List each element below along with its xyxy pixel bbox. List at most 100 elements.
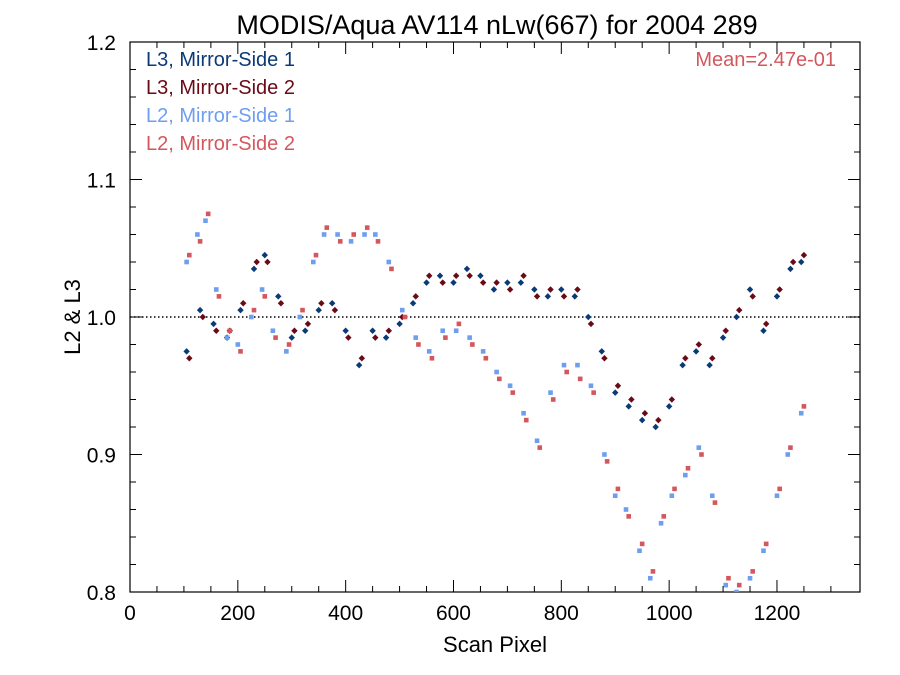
data-point — [746, 286, 754, 293]
data-point — [614, 382, 622, 389]
data-point — [682, 355, 689, 362]
data-point — [335, 232, 340, 237]
data-point — [749, 293, 756, 300]
data-point — [456, 321, 462, 327]
data-point — [506, 286, 514, 293]
data-point — [373, 232, 378, 237]
data-point — [443, 335, 448, 340]
data-point — [521, 410, 526, 416]
x-tick-label: 600 — [436, 602, 471, 625]
data-point — [695, 341, 702, 348]
data-point — [615, 486, 621, 492]
data-point — [300, 307, 305, 313]
data-point — [331, 306, 339, 314]
mean-annotation: Mean=2.47e-01 — [695, 49, 836, 71]
data-point — [224, 335, 230, 340]
data-point — [612, 389, 619, 396]
data-point — [722, 327, 729, 334]
data-point — [262, 294, 268, 299]
data-point — [736, 306, 743, 314]
data-point — [213, 287, 219, 292]
data-point — [638, 416, 646, 424]
data-point — [490, 286, 498, 293]
data-points — [183, 211, 808, 592]
data-point — [591, 390, 596, 395]
data-point — [641, 410, 649, 417]
data-point — [712, 500, 718, 505]
data-point — [658, 520, 664, 526]
series-2 — [184, 218, 804, 592]
data-point — [302, 327, 309, 334]
data-point — [470, 342, 475, 347]
data-point — [375, 239, 381, 244]
data-point — [558, 286, 565, 293]
data-point — [386, 259, 392, 265]
data-point — [734, 589, 739, 592]
data-point — [389, 266, 394, 272]
data-point — [216, 294, 222, 299]
data-point — [213, 327, 220, 334]
data-point — [510, 390, 516, 395]
legend-entry-l2-ms2: L2, Mirror-Side 2 — [146, 133, 295, 155]
data-point — [345, 334, 352, 341]
data-point — [574, 286, 581, 293]
data-point — [483, 355, 489, 361]
data-point — [585, 313, 592, 321]
data-point — [423, 279, 430, 286]
y-tick-label: 1.1 — [87, 170, 116, 193]
data-point — [517, 279, 525, 286]
data-point — [665, 403, 673, 410]
data-point — [561, 362, 567, 368]
data-point — [544, 293, 552, 300]
data-point — [726, 575, 731, 581]
data-point — [253, 258, 260, 266]
y-tick-label: 1.0 — [87, 307, 116, 330]
data-point — [733, 313, 740, 321]
x-axis-label: Scan Pixel — [443, 632, 547, 657]
y-tick-label: 0.9 — [87, 445, 116, 468]
data-point — [416, 342, 421, 347]
x-tick-label: 800 — [544, 602, 579, 625]
data-point — [523, 417, 529, 423]
data-point — [801, 404, 807, 409]
data-point — [348, 239, 354, 244]
data-point — [195, 232, 200, 237]
data-point — [699, 452, 704, 457]
data-point — [362, 232, 367, 237]
data-point — [493, 279, 500, 286]
series-3 — [187, 211, 807, 588]
data-point — [286, 342, 292, 347]
data-point — [413, 335, 419, 340]
x-tick-label: 1000 — [646, 602, 693, 625]
data-point — [291, 327, 298, 334]
data-point — [466, 272, 473, 279]
data-point — [709, 493, 715, 499]
data-point — [311, 259, 316, 265]
data-point — [452, 272, 460, 279]
data-point — [777, 486, 782, 492]
data-point — [762, 320, 770, 328]
data-point — [647, 575, 653, 581]
data-point — [261, 251, 268, 259]
data-point — [639, 541, 645, 547]
data-point — [761, 548, 766, 554]
data-point — [668, 396, 676, 403]
data-point — [623, 507, 629, 512]
data-point — [399, 307, 405, 313]
chart-title: MODIS/Aqua AV114 nLw(667) for 2004 289 — [236, 10, 757, 40]
data-point — [412, 293, 419, 300]
data-point — [601, 355, 608, 362]
data-point — [259, 287, 265, 292]
legend-entry-l3-ms1: L3, Mirror-Side 1 — [146, 49, 295, 71]
data-point — [652, 423, 659, 431]
data-point — [205, 211, 211, 217]
data-point — [358, 355, 366, 362]
series-1 — [186, 251, 808, 424]
data-point — [429, 355, 435, 361]
data-point — [773, 293, 781, 300]
x-tick-label: 0 — [124, 602, 136, 625]
data-point — [453, 328, 459, 334]
data-point — [504, 279, 511, 286]
data-point — [696, 445, 702, 450]
